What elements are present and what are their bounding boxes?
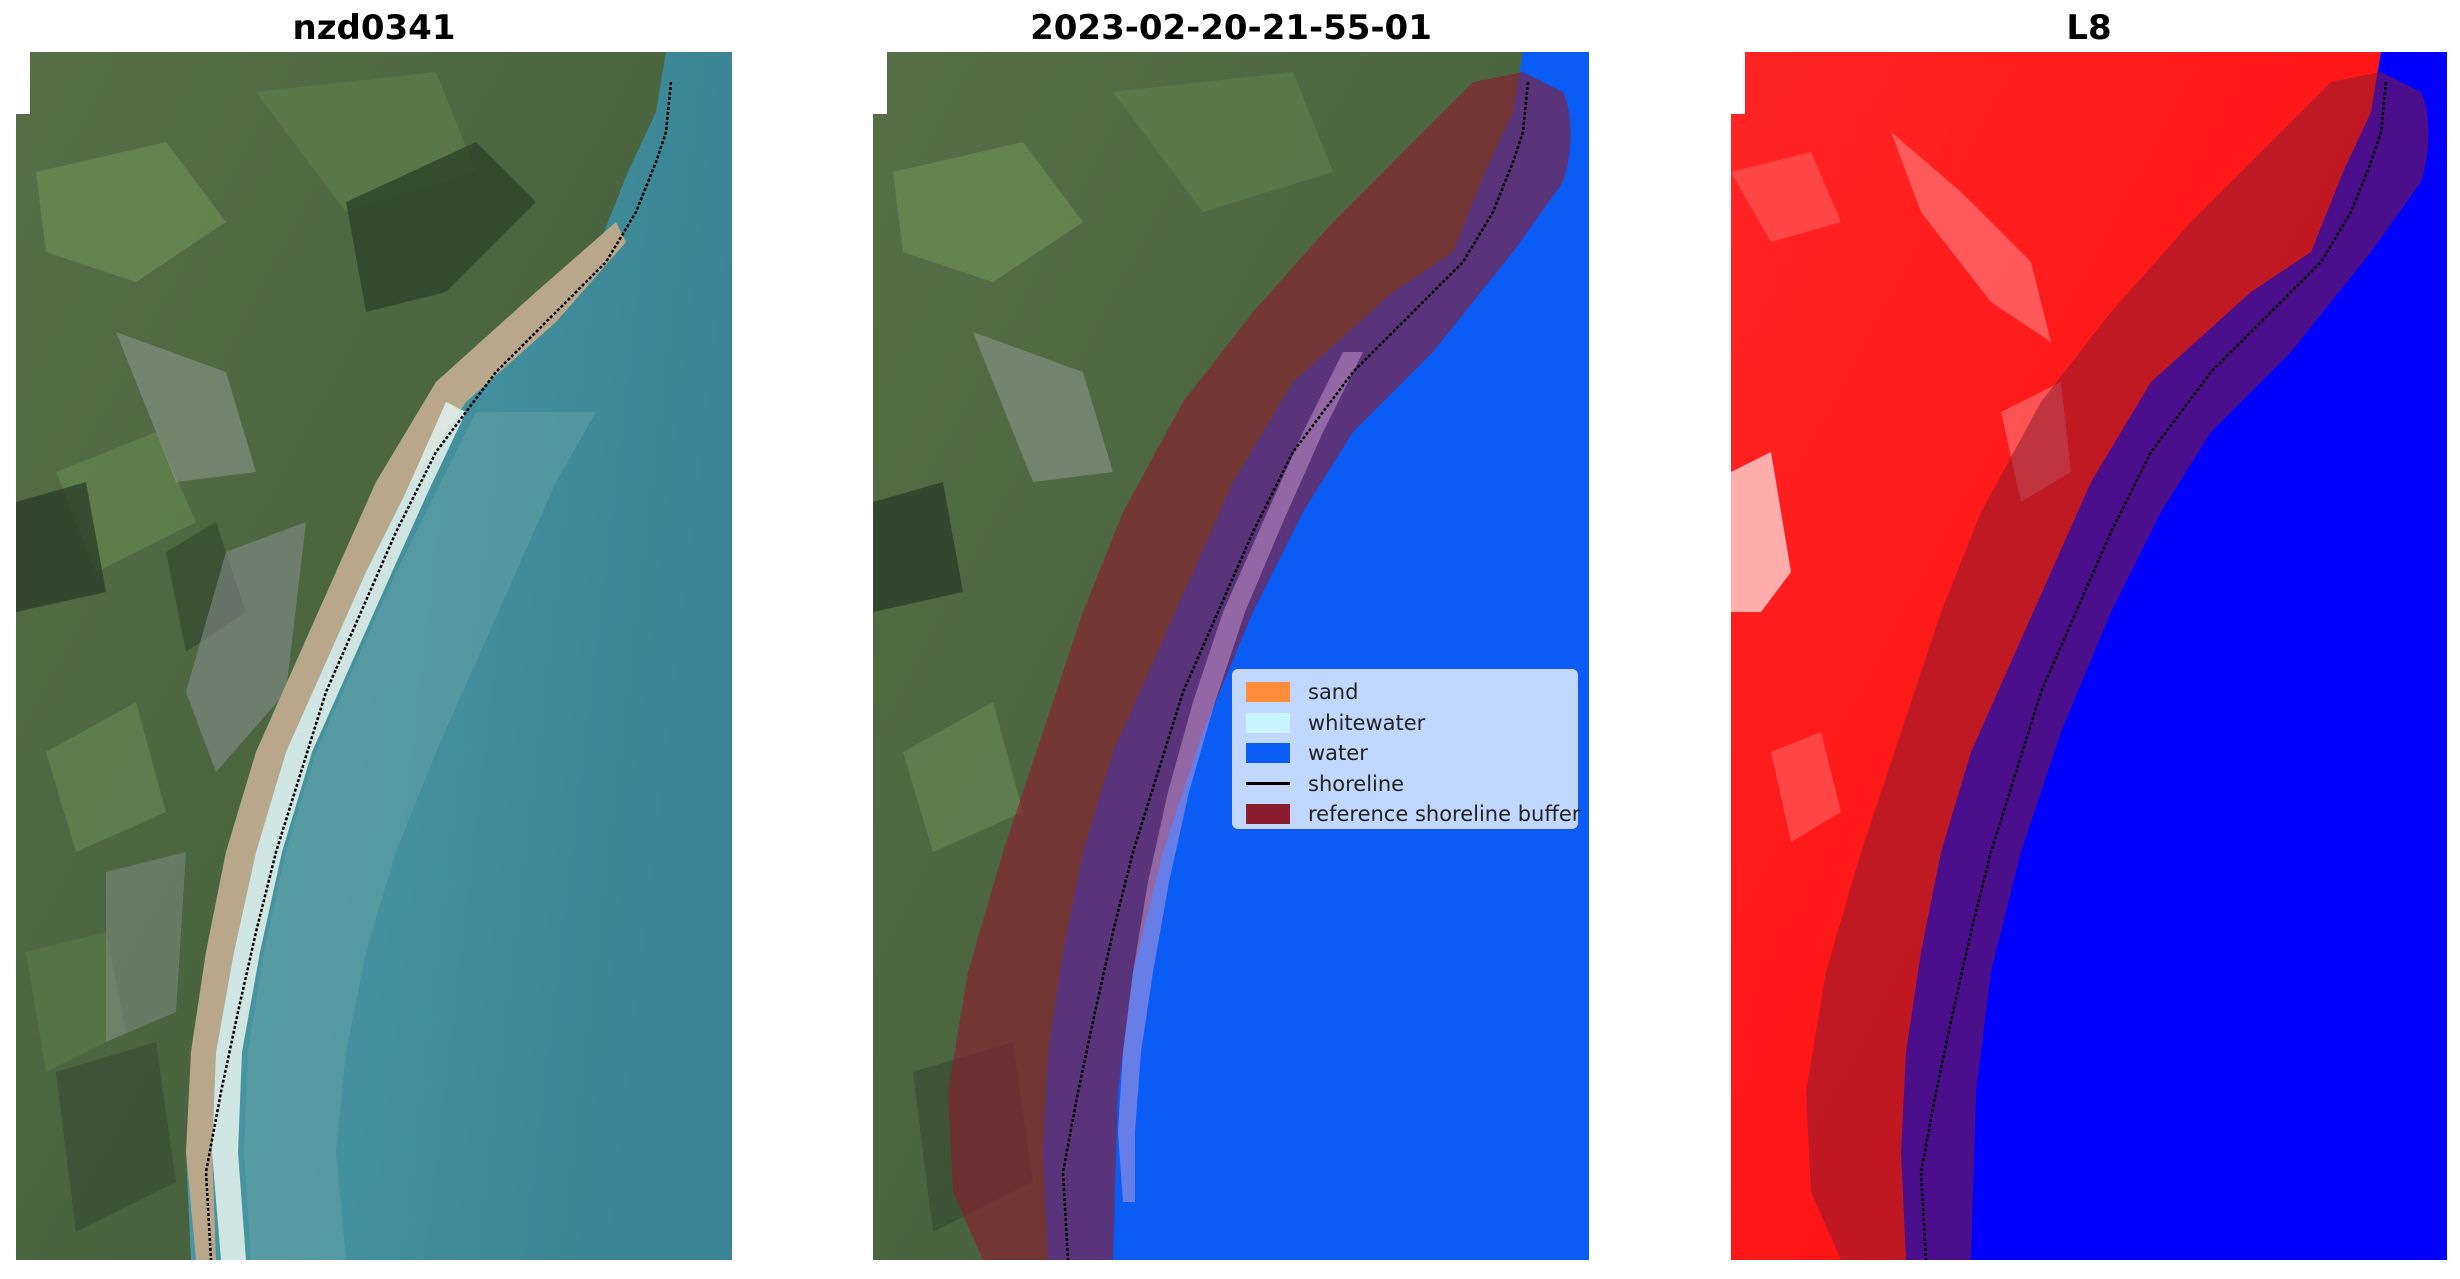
legend-label: shoreline	[1308, 771, 1405, 796]
legend-swatch-sand	[1246, 682, 1290, 703]
legend-item-buffer: reference shoreline buffer	[1246, 799, 1580, 830]
legend-label: water	[1308, 741, 1368, 766]
panel-title-rgb: nzd0341	[292, 8, 456, 48]
legend-swatch-buffer	[1246, 804, 1290, 825]
panel-title-classification: 2023-02-20-21-55-01	[1030, 8, 1432, 48]
legend-item-shoreline: shoreline	[1246, 769, 1566, 800]
legend-item-whitewater: whitewater	[1246, 708, 1566, 739]
legend-item-sand: sand	[1246, 677, 1566, 708]
legend-swatch-shoreline	[1246, 782, 1290, 786]
legend-label: whitewater	[1308, 710, 1426, 735]
legend-label: reference shoreline buffer	[1308, 802, 1581, 827]
index-image	[1731, 52, 2447, 1260]
legend-swatch-whitewater	[1246, 712, 1290, 733]
legend-item-water: water	[1246, 738, 1566, 769]
legend: sand whitewater water shoreline referenc…	[1232, 669, 1580, 830]
rgb-satellite-image	[16, 52, 732, 1260]
panel-title-index: L8	[2066, 8, 2112, 48]
legend-label: sand	[1308, 680, 1359, 705]
classification-image	[873, 52, 1589, 1260]
legend-swatch-water	[1246, 743, 1290, 764]
